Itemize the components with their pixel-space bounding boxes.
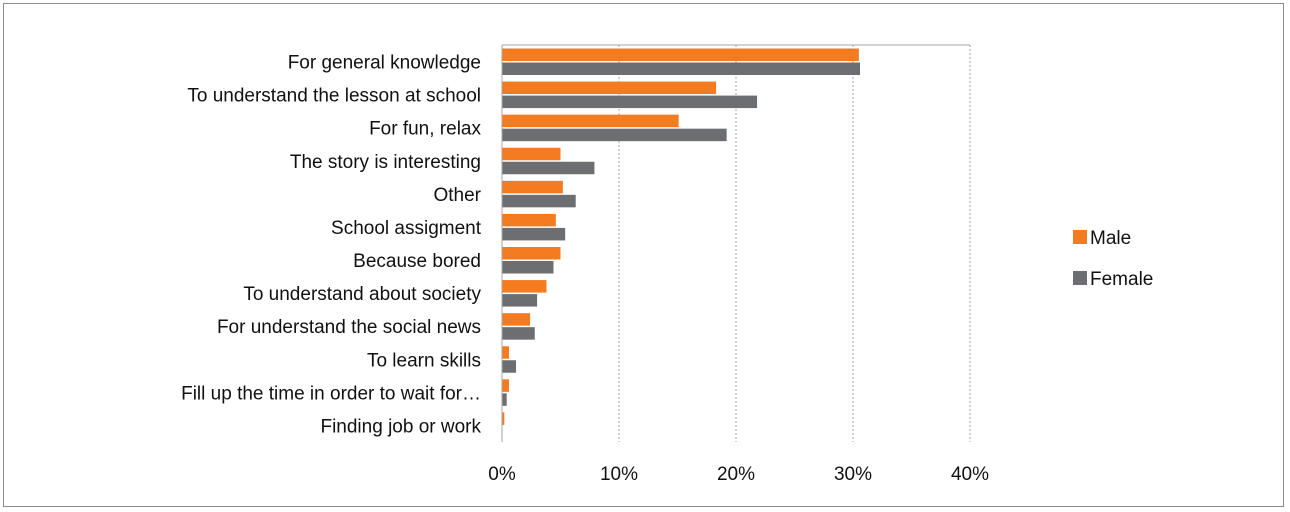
bar-male [502,280,547,293]
legend: Male Female [1073,228,1153,290]
bar-male [502,379,510,392]
bar-male [502,313,531,326]
bar-male [502,346,510,359]
category-label: For understand the social news [217,317,481,338]
bar-female [502,62,861,75]
bar-female [502,194,576,208]
bar-male [502,48,859,61]
bar-male [502,114,679,128]
legend-swatch-female [1073,271,1087,285]
legend-swatch-male [1073,230,1087,244]
chart-frame: For general knowledge To understand the l… [3,3,1284,507]
bar-female [502,128,727,142]
bar-female [502,327,535,340]
category-label: Fill up the time in order to wait for… [181,383,481,404]
category-label: For general knowledge [288,53,481,74]
x-tick-label: 20% [717,464,755,485]
bar-female [502,261,554,274]
bar-female [502,393,507,406]
category-labels: For general knowledge To understand the l… [181,53,482,438]
bar-male [502,247,561,260]
bar-male [502,412,505,425]
x-tick-label: 10% [600,464,638,485]
legend-label-female: Female [1090,269,1153,290]
category-label: To understand the lesson at school [187,86,481,107]
x-tick-labels: 0% 10% 20% 30% 40% [488,464,989,485]
category-label: Other [433,185,481,206]
x-tick-label: 0% [488,464,516,485]
category-label: School assigment [331,218,482,239]
bar-female [502,95,758,109]
bar-female [502,227,566,241]
bars [502,48,861,425]
x-tick-label: 40% [951,464,989,485]
category-label: To learn skills [367,350,481,371]
bar-female [502,360,517,373]
bar-male [502,147,561,161]
x-tick-label: 30% [834,464,872,485]
bar-chart: For general knowledge To understand the l… [181,44,1153,485]
gridlines [502,44,971,442]
category-label: The story is interesting [290,152,481,173]
category-label: To understand about society [243,284,481,305]
category-label: For fun, relax [369,119,481,140]
bar-male [502,81,717,95]
category-label: Finding job or work [320,416,481,437]
bar-female [502,294,538,307]
bar-female [502,161,595,175]
bar-male [502,180,563,194]
category-label: Because bored [353,251,481,272]
legend-label-male: Male [1090,228,1131,249]
bar-male [502,213,556,227]
